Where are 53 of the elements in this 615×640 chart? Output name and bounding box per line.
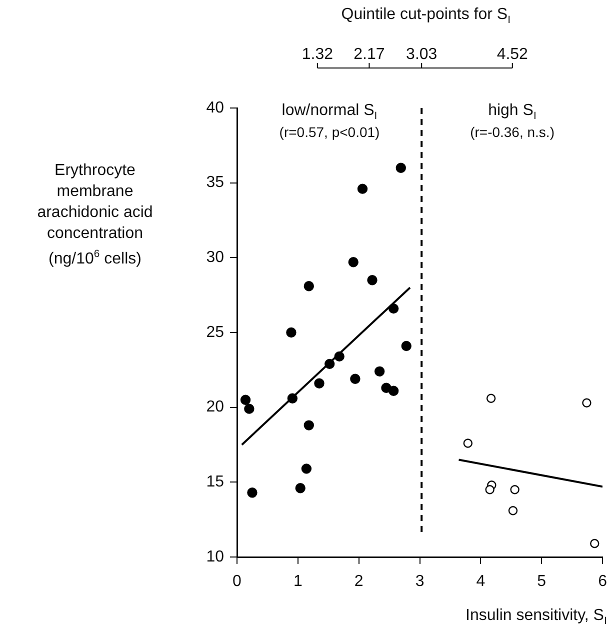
point xyxy=(485,485,494,494)
x-tick-label: 5 xyxy=(537,573,546,590)
point xyxy=(348,257,358,268)
x-tick-label: 6 xyxy=(598,573,608,590)
point xyxy=(324,358,335,370)
point xyxy=(286,327,296,338)
point xyxy=(374,366,385,377)
x2-tick-label: 4.52 xyxy=(496,46,528,63)
x2-tick-label: 2.17 xyxy=(354,46,385,63)
point xyxy=(508,506,518,516)
point xyxy=(350,374,360,384)
annotation: high S$_{I}$ xyxy=(488,102,536,122)
point xyxy=(388,303,399,314)
point xyxy=(367,275,378,286)
point xyxy=(304,281,314,292)
x-tick-label: 2 xyxy=(354,573,364,590)
point xyxy=(510,485,520,494)
point xyxy=(244,404,254,414)
y-tick-label: 30 xyxy=(206,249,224,266)
point xyxy=(388,386,399,396)
y-tick-label: 20 xyxy=(206,398,224,416)
x-tick-label: 4 xyxy=(476,573,486,590)
y-tick-label: 40 xyxy=(206,99,224,116)
annotation: (r=-0.36, n.s.) xyxy=(470,124,554,140)
point xyxy=(463,438,473,448)
point xyxy=(486,394,496,403)
y-axis-title: Erythrocyte membrane arachidonic acid concentration (ng/10$^{6}$ cells) xyxy=(36,161,154,270)
y-tick-label: 25 xyxy=(206,324,224,341)
point xyxy=(357,184,368,194)
point xyxy=(401,340,412,352)
point xyxy=(287,393,298,404)
annotation: low/normal S$_{I}$ xyxy=(282,102,378,122)
x-tick-label: 1 xyxy=(293,573,302,590)
point xyxy=(295,483,306,494)
y-tick-label: 15 xyxy=(206,474,224,491)
point xyxy=(314,378,324,388)
point xyxy=(304,420,314,430)
y-tick-label: 10 xyxy=(206,548,224,566)
annotation: (r=0.57, p<0.01) xyxy=(279,124,380,140)
x-axis-title: Insulin sensitivity, S$_{I}$ xyxy=(466,607,607,628)
x2-tick-label: 1.32 xyxy=(302,46,334,63)
x-tick-label: 3 xyxy=(415,573,424,590)
point xyxy=(240,394,251,405)
point xyxy=(334,351,344,362)
point xyxy=(301,464,312,474)
point xyxy=(247,488,258,498)
point xyxy=(396,162,406,173)
point xyxy=(590,538,600,548)
y-tick-label: 35 xyxy=(206,174,224,192)
x-tick-label: 0 xyxy=(232,573,242,590)
x2-tick-label: 3.03 xyxy=(406,46,438,63)
x2-axis-title: Quintile cut-points for S$_{I}$ xyxy=(341,6,510,26)
point xyxy=(582,398,592,408)
